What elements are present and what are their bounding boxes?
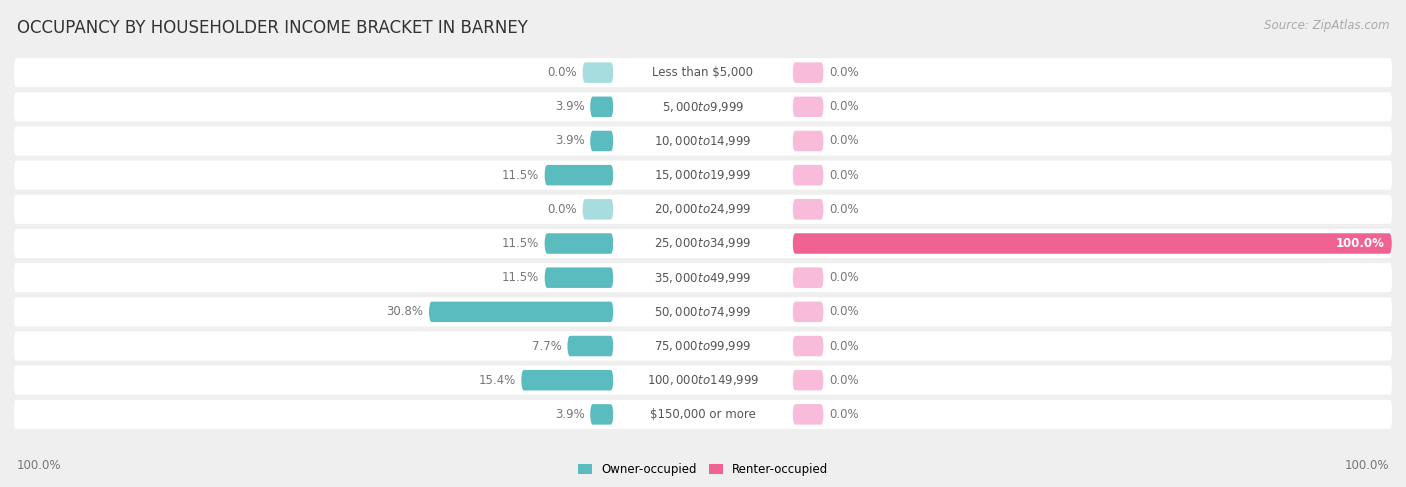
FancyBboxPatch shape: [793, 301, 824, 322]
FancyBboxPatch shape: [613, 232, 793, 255]
FancyBboxPatch shape: [793, 233, 1392, 254]
Text: 7.7%: 7.7%: [531, 339, 562, 353]
Text: 0.0%: 0.0%: [830, 100, 859, 113]
FancyBboxPatch shape: [544, 267, 613, 288]
FancyBboxPatch shape: [613, 300, 793, 323]
FancyBboxPatch shape: [14, 229, 1392, 258]
FancyBboxPatch shape: [793, 96, 824, 117]
FancyBboxPatch shape: [591, 404, 613, 425]
FancyBboxPatch shape: [591, 131, 613, 151]
Text: 0.0%: 0.0%: [830, 339, 859, 353]
Text: $100,000 to $149,999: $100,000 to $149,999: [647, 373, 759, 387]
FancyBboxPatch shape: [567, 336, 613, 356]
Text: $75,000 to $99,999: $75,000 to $99,999: [654, 339, 752, 353]
FancyBboxPatch shape: [14, 195, 1392, 224]
FancyBboxPatch shape: [429, 301, 613, 322]
FancyBboxPatch shape: [613, 335, 793, 357]
FancyBboxPatch shape: [14, 400, 1392, 429]
FancyBboxPatch shape: [793, 199, 824, 220]
FancyBboxPatch shape: [613, 369, 793, 392]
Text: $20,000 to $24,999: $20,000 to $24,999: [654, 202, 752, 216]
FancyBboxPatch shape: [793, 336, 824, 356]
FancyBboxPatch shape: [613, 61, 793, 84]
Text: 0.0%: 0.0%: [830, 271, 859, 284]
Text: 0.0%: 0.0%: [830, 169, 859, 182]
Text: 100.0%: 100.0%: [1344, 459, 1389, 472]
FancyBboxPatch shape: [613, 95, 793, 118]
Legend: Owner-occupied, Renter-occupied: Owner-occupied, Renter-occupied: [578, 463, 828, 476]
Text: 100.0%: 100.0%: [1336, 237, 1385, 250]
FancyBboxPatch shape: [14, 298, 1392, 326]
Text: 0.0%: 0.0%: [830, 203, 859, 216]
Text: 0.0%: 0.0%: [830, 408, 859, 421]
Text: $50,000 to $74,999: $50,000 to $74,999: [654, 305, 752, 319]
Text: Source: ZipAtlas.com: Source: ZipAtlas.com: [1264, 19, 1389, 33]
Text: OCCUPANCY BY HOUSEHOLDER INCOME BRACKET IN BARNEY: OCCUPANCY BY HOUSEHOLDER INCOME BRACKET …: [17, 19, 527, 37]
FancyBboxPatch shape: [793, 131, 824, 151]
FancyBboxPatch shape: [544, 233, 613, 254]
FancyBboxPatch shape: [613, 164, 793, 187]
Text: 0.0%: 0.0%: [830, 66, 859, 79]
FancyBboxPatch shape: [14, 92, 1392, 121]
FancyBboxPatch shape: [793, 370, 824, 391]
Text: 0.0%: 0.0%: [830, 134, 859, 148]
FancyBboxPatch shape: [544, 165, 613, 186]
Text: 11.5%: 11.5%: [502, 271, 538, 284]
Text: $35,000 to $49,999: $35,000 to $49,999: [654, 271, 752, 285]
Text: $5,000 to $9,999: $5,000 to $9,999: [662, 100, 744, 114]
Text: 11.5%: 11.5%: [502, 237, 538, 250]
Text: $25,000 to $34,999: $25,000 to $34,999: [654, 237, 752, 250]
FancyBboxPatch shape: [613, 198, 793, 221]
Text: 3.9%: 3.9%: [555, 408, 585, 421]
FancyBboxPatch shape: [582, 199, 613, 220]
FancyBboxPatch shape: [793, 267, 824, 288]
FancyBboxPatch shape: [582, 62, 613, 83]
FancyBboxPatch shape: [613, 266, 793, 289]
Text: 0.0%: 0.0%: [830, 374, 859, 387]
Text: $10,000 to $14,999: $10,000 to $14,999: [654, 134, 752, 148]
FancyBboxPatch shape: [613, 130, 793, 152]
Text: 100.0%: 100.0%: [17, 459, 62, 472]
Text: 0.0%: 0.0%: [547, 66, 576, 79]
FancyBboxPatch shape: [793, 165, 824, 186]
FancyBboxPatch shape: [14, 58, 1392, 87]
FancyBboxPatch shape: [14, 161, 1392, 189]
FancyBboxPatch shape: [14, 366, 1392, 395]
Text: 3.9%: 3.9%: [555, 100, 585, 113]
FancyBboxPatch shape: [522, 370, 613, 391]
Text: 30.8%: 30.8%: [387, 305, 423, 318]
Text: 15.4%: 15.4%: [478, 374, 516, 387]
FancyBboxPatch shape: [613, 403, 793, 426]
Text: 0.0%: 0.0%: [547, 203, 576, 216]
Text: Less than $5,000: Less than $5,000: [652, 66, 754, 79]
FancyBboxPatch shape: [591, 96, 613, 117]
Text: 0.0%: 0.0%: [830, 305, 859, 318]
Text: 11.5%: 11.5%: [502, 169, 538, 182]
FancyBboxPatch shape: [14, 332, 1392, 360]
Text: $150,000 or more: $150,000 or more: [650, 408, 756, 421]
FancyBboxPatch shape: [14, 263, 1392, 292]
FancyBboxPatch shape: [14, 127, 1392, 155]
Text: $15,000 to $19,999: $15,000 to $19,999: [654, 168, 752, 182]
Text: 3.9%: 3.9%: [555, 134, 585, 148]
FancyBboxPatch shape: [793, 62, 824, 83]
FancyBboxPatch shape: [793, 404, 824, 425]
